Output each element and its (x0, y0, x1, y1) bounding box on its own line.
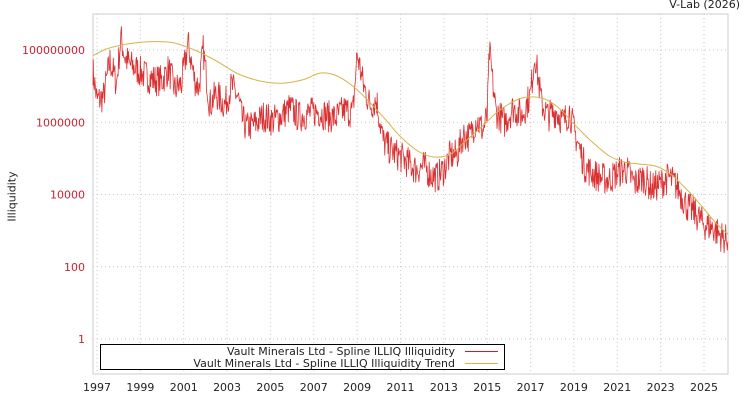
series-lines (92, 26, 729, 254)
x-tick-label: 2003 (213, 381, 241, 394)
legend-swatch-red (465, 351, 498, 352)
x-tick-label: 2013 (430, 381, 458, 394)
x-tick-label: 2007 (300, 381, 328, 394)
x-tick-label: 2001 (170, 381, 198, 394)
legend-swatch-gold (465, 363, 498, 364)
y-tick-label: 1000000 (36, 116, 85, 129)
legend: Vault Minerals Ltd - Spline ILLIQ Illiqu… (100, 344, 505, 370)
y-axis-ticks: 1 100 10000 1000000 100000000 (22, 44, 85, 346)
grid-lines (93, 14, 728, 374)
y-tick-label: 1 (78, 333, 85, 346)
illiquidity-line (92, 26, 729, 254)
x-tick-label: 2011 (387, 381, 415, 394)
y-tick-label: 100 (64, 261, 85, 274)
y-tick-label: 10000 (50, 189, 85, 202)
x-tick-label: 2015 (473, 381, 501, 394)
x-axis-ticks: 1997 1999 2001 2003 2005 2007 2009 2011 2013 2015… (83, 381, 718, 394)
x-tick-label: 2009 (343, 381, 371, 394)
trend-line (92, 41, 729, 235)
y-tick-label: 100000000 (22, 44, 85, 57)
legend-label: Vault Minerals Ltd - Spline ILLIQ Illiqu… (193, 357, 455, 370)
x-tick-label: 2017 (517, 381, 545, 394)
x-tick-label: 2023 (647, 381, 675, 394)
legend-item-illiquidity: Vault Minerals Ltd - Spline ILLIQ Illiqu… (227, 345, 498, 358)
legend-item-trend: Vault Minerals Ltd - Spline ILLIQ Illiqu… (193, 357, 498, 370)
x-tick-label: 1997 (83, 381, 111, 394)
x-tick-label: 2025 (690, 381, 718, 394)
x-tick-label: 2019 (560, 381, 588, 394)
legend-label: Vault Minerals Ltd - Spline ILLIQ Illiqu… (227, 345, 455, 358)
credit-label: V-Lab (2026) (669, 0, 740, 11)
plot-frame (92, 13, 729, 375)
x-tick-label: 1999 (126, 381, 154, 394)
x-tick-label: 2021 (603, 381, 631, 394)
x-tick-label: 2005 (256, 381, 284, 394)
